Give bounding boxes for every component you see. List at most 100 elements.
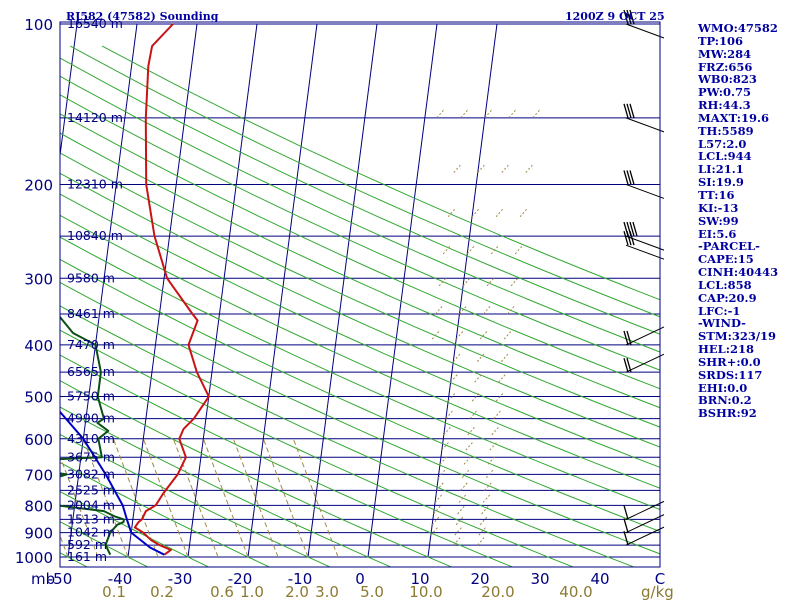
mixing-ratio-tick <box>447 392 456 402</box>
pressure-tick-label: 300 <box>24 270 53 288</box>
pressure-tick-label: 500 <box>24 389 53 407</box>
mixing-ratio-tick <box>453 536 461 546</box>
wind-barb <box>623 103 665 133</box>
wind-barb <box>623 514 665 534</box>
sounding-series-line-0 <box>133 23 210 556</box>
wind-barb-flag <box>629 231 635 246</box>
index-value: WB0:823 <box>698 72 757 87</box>
sounding-indices-panel: WMO:47582 TP:106 MW:284 FRZ:656 WB0:823 PW:0.… <box>698 22 778 420</box>
pressure-tick-label: 900 <box>24 525 53 543</box>
dry-adiabat-line <box>60 132 660 409</box>
temperature-tick-label: -30 <box>168 570 193 588</box>
mixing-ratio-tick <box>471 392 480 402</box>
wind-barb <box>623 170 665 199</box>
wind-barb-flag <box>623 505 629 520</box>
mixing-ratio-tick-label: 0.1 <box>102 583 126 600</box>
temperature-tick-label: -40 <box>108 570 133 588</box>
mixing-ratio-tick <box>450 373 459 383</box>
temperature-tick-label: 0 <box>355 570 365 588</box>
wind-barb-flag <box>623 231 629 246</box>
mixing-ratio-tick <box>455 516 464 526</box>
wind-barb-flag <box>623 330 629 346</box>
index-value: HEL:218 <box>698 342 754 357</box>
isotherm-line <box>60 23 78 160</box>
pressure-tick-label: 600 <box>24 431 53 449</box>
temperature-tick-label: 40 <box>590 570 609 588</box>
dry-adiabat-line <box>60 406 393 567</box>
wind-barb-staff <box>625 244 665 260</box>
dry-adiabat-line <box>60 193 660 468</box>
mixing-ratio-tick <box>474 373 483 383</box>
mixing-ratio-tick <box>461 469 470 479</box>
mixing-ratio-tick <box>519 208 528 218</box>
index-value: PW:0.75 <box>698 85 752 100</box>
wind-barb <box>623 500 665 520</box>
mixing-ratio-line <box>172 438 219 558</box>
wind-barb-flag <box>626 170 632 185</box>
mixing-ratio-tick <box>495 208 504 218</box>
index-value: SHR+:0.0 <box>698 354 761 369</box>
mixing-ratio-tick <box>442 245 451 255</box>
height-label: 5750 m <box>67 389 115 404</box>
height-label: 1042 m <box>67 525 115 540</box>
pressure-tick-label: 1000 <box>15 549 53 567</box>
mixing-ratio-tick <box>490 245 499 255</box>
mixing-ratio-tick <box>437 469 446 479</box>
pressure-tick-label: 700 <box>24 466 53 484</box>
index-value: LCL:858 <box>698 277 752 292</box>
index-value: RH:44.3 <box>698 98 751 113</box>
height-label: 6565 m <box>67 364 115 379</box>
pressure-tick-label: 200 <box>24 176 53 194</box>
index-value: WMO:47582 <box>698 21 778 35</box>
wind-barb-flag <box>629 221 635 237</box>
mixing-ratio-tick <box>532 109 541 119</box>
pressure-unit-label: mb <box>31 570 55 588</box>
isotherm-line <box>67 23 138 558</box>
wind-barb-flag <box>626 231 632 246</box>
wind-barb <box>623 526 665 546</box>
mixing-ratio-tick <box>434 494 443 503</box>
pressure-tick-label: 100 <box>24 16 53 34</box>
index-value: TP:106 <box>698 33 744 48</box>
mixing-ratio-tick <box>484 482 492 491</box>
dry-adiabat-line <box>60 461 271 567</box>
index-value: SW:99 <box>698 213 739 228</box>
mixing-ratio-tick <box>457 505 465 515</box>
mixing-ratio-tick <box>491 426 500 436</box>
wind-barb-flag <box>626 103 632 119</box>
mixing-ratio-tick <box>476 353 485 362</box>
mixing-ratio-tick <box>463 455 472 465</box>
dry-adiabat-line <box>60 214 660 489</box>
index-value: CINH:40443 <box>698 265 779 280</box>
height-label: 16540 m <box>67 16 123 31</box>
mixing-ratio-line <box>202 438 249 558</box>
index-value: L57:2.0 <box>698 136 747 151</box>
mixing-ratio-tick <box>439 455 448 465</box>
wind-barb <box>623 326 665 346</box>
mixing-ratio-tick <box>436 109 445 119</box>
dry-adiabat-line <box>60 113 660 390</box>
dry-adiabat-line <box>60 152 660 428</box>
mixing-ratio-tick <box>471 208 480 218</box>
index-value: LI:21.1 <box>698 162 744 177</box>
mixing-ratio-tick <box>508 109 517 119</box>
mixing-ratio-tick <box>477 164 486 173</box>
height-label: 8461 m <box>67 306 115 321</box>
wind-barb-flag <box>626 330 632 346</box>
index-value: STM:323/19 <box>698 329 777 344</box>
dry-adiabat-line <box>60 433 332 567</box>
mixing-ratio-tick <box>454 526 463 536</box>
mixing-ratio-tick <box>500 353 509 362</box>
mixing-ratio-tick <box>479 330 488 340</box>
isotherm-line <box>367 23 438 558</box>
wind-barb-staff <box>625 326 665 346</box>
dry-adiabat-line <box>60 94 660 371</box>
mixing-ratio-tick <box>487 455 496 465</box>
mixing-ratio-tick <box>482 494 491 503</box>
mixing-ratio-tick <box>479 516 488 526</box>
mixing-ratio-tick <box>431 330 440 340</box>
temperature-tick-label: -50 <box>48 570 73 588</box>
dry-adiabat-line <box>60 521 149 567</box>
